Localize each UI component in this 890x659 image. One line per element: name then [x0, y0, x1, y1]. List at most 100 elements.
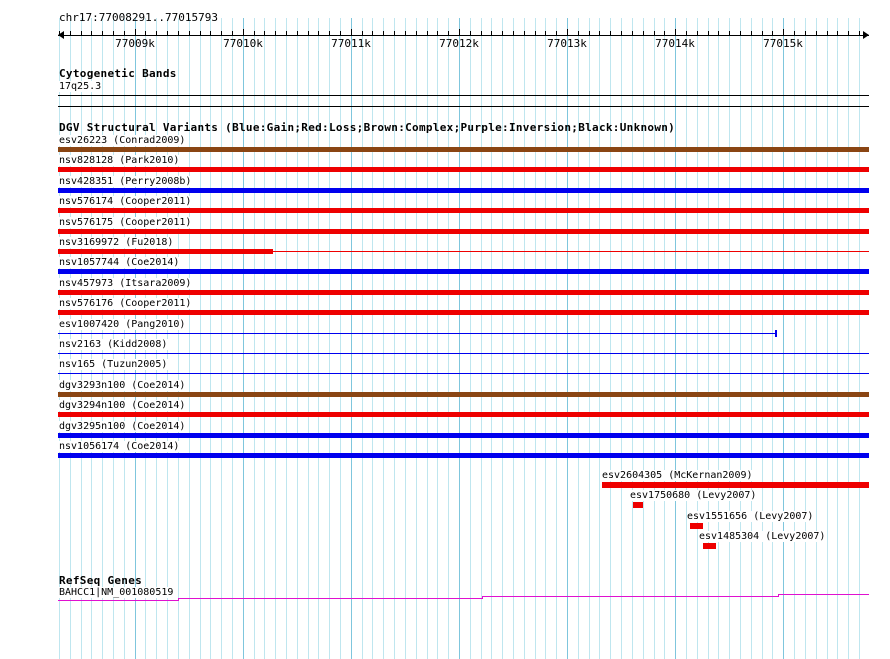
ruler-tick-minor — [427, 31, 428, 36]
ruler-tick-minor — [740, 31, 741, 36]
variant-bar[interactable] — [58, 208, 869, 213]
variant-extent-line[interactable] — [58, 333, 776, 334]
ruler-tick-minor — [167, 31, 168, 36]
variant-track-label[interactable]: esv1007420 (Pang2010) — [59, 319, 188, 330]
ruler-tick-label: 77011k — [331, 37, 371, 50]
variant-track-label[interactable]: esv26223 (Conrad2009) — [59, 135, 188, 146]
grid-line — [253, 18, 255, 659]
grid-line — [102, 18, 104, 659]
grid-line — [469, 18, 471, 659]
grid-line — [804, 18, 806, 659]
grid-line — [740, 18, 742, 659]
ruler-tick-minor — [578, 31, 579, 36]
ruler-tick-major — [567, 29, 568, 36]
gene-exon-segment[interactable] — [482, 596, 778, 597]
grid-line — [642, 18, 644, 659]
variant-track-label[interactable]: dgv3295n100 (Coe2014) — [59, 421, 188, 432]
variant-bar[interactable] — [58, 392, 869, 397]
ruler-tick-minor — [178, 31, 179, 36]
variant-track-label[interactable]: nsv457973 (Itsara2009) — [59, 278, 194, 289]
ruler-tick-minor — [405, 31, 406, 36]
variant-bar[interactable] — [58, 229, 869, 234]
cytoband-label: 17q25.3 — [59, 81, 103, 92]
variant-bar[interactable] — [58, 167, 869, 172]
variant-bar[interactable] — [58, 433, 869, 438]
grid-line — [285, 18, 287, 659]
variant-bar[interactable] — [58, 269, 869, 274]
ruler-tick-minor — [81, 31, 82, 36]
grid-line — [80, 18, 82, 659]
variant-track-label[interactable]: esv1750680 (Levy2007) — [630, 490, 759, 501]
grid-line — [837, 18, 839, 659]
variant-bar[interactable] — [633, 502, 643, 508]
grid-line — [394, 18, 396, 659]
ruler-tick-minor — [210, 31, 211, 36]
refseq-gene-label: BAHCC1|NM_001080519 — [59, 587, 175, 598]
variant-track-label[interactable]: nsv576176 (Cooper2011) — [59, 298, 194, 309]
ruler-tick-minor — [340, 31, 341, 36]
grid-line — [437, 18, 439, 659]
variant-track-label[interactable]: nsv3169972 (Fu2018) — [59, 237, 176, 248]
ruler-tick-minor — [124, 31, 125, 36]
grid-line — [199, 18, 201, 659]
variant-bar[interactable] — [58, 310, 869, 315]
ruler-tick-major — [135, 29, 136, 36]
variant-track-label[interactable]: esv1551656 (Levy2007) — [687, 511, 816, 522]
variant-bar[interactable] — [58, 147, 869, 152]
ruler-tick-minor — [189, 31, 190, 36]
grid-line — [858, 18, 860, 659]
ruler-tick-minor — [318, 31, 319, 36]
variant-track-label[interactable]: nsv165 (Tuzun2005) — [59, 359, 170, 370]
variant-track-label[interactable]: dgv3294n100 (Coe2014) — [59, 400, 188, 411]
variant-track-label[interactable]: nsv428351 (Perry2008b) — [59, 176, 194, 187]
gene-exon-segment[interactable] — [58, 600, 178, 601]
grid-line — [361, 18, 363, 659]
grid-line — [264, 18, 266, 659]
gene-exon-segment[interactable] — [778, 594, 869, 595]
variant-bar[interactable] — [690, 523, 703, 529]
variant-track-label[interactable]: nsv2163 (Kidd2008) — [59, 339, 170, 350]
ruler-tick-major — [783, 29, 784, 36]
variant-track-label[interactable]: dgv3293n100 (Coe2014) — [59, 380, 188, 391]
variant-bar[interactable] — [703, 543, 716, 549]
gene-intron-connector — [778, 594, 779, 597]
variant-track-label[interactable]: esv2604305 (McKernan2009) — [602, 470, 755, 481]
variant-track-label[interactable]: nsv1056174 (Coe2014) — [59, 441, 182, 452]
variant-track-label[interactable]: nsv828128 (Park2010) — [59, 155, 182, 166]
variant-bar[interactable] — [58, 453, 869, 458]
variant-track-label[interactable]: nsv576175 (Cooper2011) — [59, 217, 194, 228]
ruler-tick-minor — [589, 31, 590, 36]
grid-line — [588, 18, 590, 659]
variant-extent-line — [273, 251, 869, 252]
locus-label: chr17:77008291..77015793 — [59, 11, 218, 24]
variant-track-label[interactable]: esv1485304 (Levy2007) — [699, 531, 828, 542]
grid-line — [448, 18, 450, 659]
grid-line — [231, 18, 233, 659]
grid-line — [177, 18, 179, 659]
variant-bar[interactable] — [602, 482, 869, 488]
grid-line — [123, 18, 125, 659]
grid-line — [696, 18, 698, 659]
ruler-tick-minor — [513, 31, 514, 36]
variant-bar[interactable] — [58, 188, 869, 193]
ruler-tick-minor — [837, 31, 838, 36]
ruler-tick-major — [243, 29, 244, 36]
arrow-left-icon — [58, 31, 64, 39]
variant-track-label[interactable]: nsv1057744 (Coe2014) — [59, 257, 182, 268]
grid-line — [577, 18, 579, 659]
variant-track-label[interactable]: nsv576174 (Cooper2011) — [59, 196, 194, 207]
ruler-tick-label: 77013k — [547, 37, 587, 50]
variant-bar[interactable] — [58, 412, 869, 417]
ruler-tick-minor — [437, 31, 438, 36]
gene-exon-segment[interactable] — [178, 598, 482, 599]
ruler-tick-minor — [394, 31, 395, 36]
grid-line — [610, 18, 612, 659]
grid-line — [145, 18, 147, 659]
refseq-section-title: RefSeq Genes — [59, 574, 143, 587]
variant-bar[interactable] — [58, 249, 273, 254]
variant-extent-line[interactable] — [58, 373, 869, 374]
variant-extent-line[interactable] — [58, 353, 869, 354]
variant-bar[interactable] — [58, 290, 869, 295]
grid-line — [523, 18, 525, 659]
